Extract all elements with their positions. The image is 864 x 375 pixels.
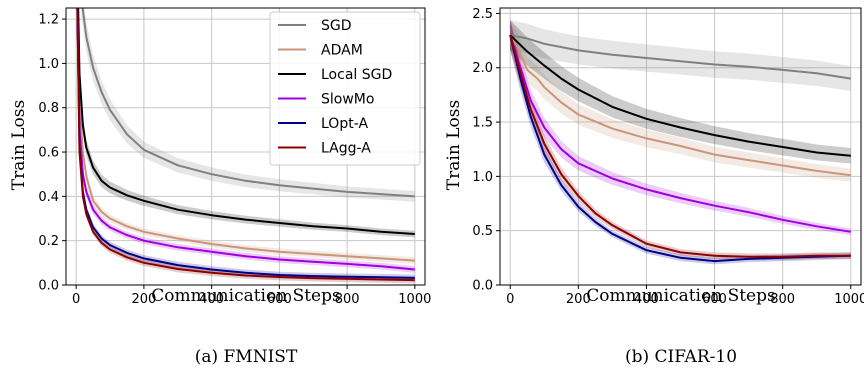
y-tick-label: 0.0 (472, 279, 493, 294)
series-line-adam (509, 34, 851, 177)
panel-fmnist: 0 200 400 600 800 1000 0.0 0.2 0.4 0.6 0.8 1.0 1.2 C… (9, 7, 431, 367)
y-tick-label: 0.6 (38, 146, 59, 161)
panel-cifar10: 0 200 400 600 800 1000 0.0 0.5 1.0 1.5 2.0 2.5 Comm… (444, 7, 864, 367)
plot-frame (65, 7, 426, 286)
legend-entry: ADAM (321, 43, 363, 59)
x-tick-label: 200 (566, 292, 591, 307)
x-tick-label: 400 (634, 292, 659, 307)
y-tick-label: 1.5 (472, 116, 493, 131)
series-line-local-sgd (77, 8, 415, 235)
y-tick-label: 0.0 (38, 279, 59, 294)
y-tick-label: 0.4 (38, 190, 59, 205)
series-line-sgd (81, 8, 415, 198)
y-tick-label: 1.0 (472, 170, 493, 185)
caption: (b) CIFAR-10 (625, 347, 737, 367)
y-tick-label: 0.8 (38, 101, 59, 116)
series-band-sgd (80, 8, 415, 202)
x-tick-label: 1000 (834, 292, 864, 307)
caption: (a) FMNIST (195, 347, 298, 367)
series-line-adam (76, 8, 415, 262)
legend-box (269, 11, 421, 166)
legend-entry: LAgg-A (321, 141, 371, 157)
y-tick-label: 0.5 (472, 224, 493, 239)
legend-entry: SlowMo (321, 92, 374, 108)
x-tick-label: 1000 (398, 292, 431, 307)
series-line-slowmo (509, 34, 851, 233)
series-line-lagg-a (76, 8, 415, 282)
plot-frame (499, 7, 862, 286)
series-band-local-sgd (510, 20, 851, 164)
y-tick-label: 2.5 (472, 7, 493, 22)
series-line-sgd (510, 34, 851, 80)
legend-entry: Local SGD (321, 67, 392, 83)
y-axis-label: Train Loss (444, 100, 464, 190)
x-tick-label: 400 (199, 292, 224, 307)
y-tick-label: 2.0 (472, 61, 493, 76)
y-tick-label: 0.2 (38, 234, 59, 249)
y-tick-label: 1.0 (38, 57, 59, 72)
series-band-adam (510, 20, 851, 182)
x-tick-label: 600 (267, 292, 292, 307)
x-tick-label: 0 (72, 292, 80, 307)
series-band-sgd (510, 20, 851, 91)
x-tick-label: 0 (506, 292, 514, 307)
series-line-local-sgd (509, 34, 851, 157)
legend: SGD ADAM Local SGD SlowMo LOpt-A LAgg-A (269, 11, 421, 166)
series-line-slowmo (76, 8, 415, 271)
x-tick-label: 200 (131, 292, 156, 307)
x-axis-label: Communication Steps (151, 286, 340, 306)
y-tick-label: 1.2 (38, 13, 59, 28)
x-axis-label: Communication Steps (586, 286, 775, 306)
x-tick-label: 800 (770, 292, 795, 307)
legend-entry: SGD (321, 18, 352, 34)
legend-entry: LOpt-A (321, 116, 368, 132)
series-line-lopt-a (509, 34, 851, 263)
x-tick-label: 800 (335, 292, 360, 307)
series-line-lagg-a (509, 34, 851, 258)
x-tick-label: 600 (702, 292, 727, 307)
y-axis-label: Train Loss (9, 100, 29, 190)
